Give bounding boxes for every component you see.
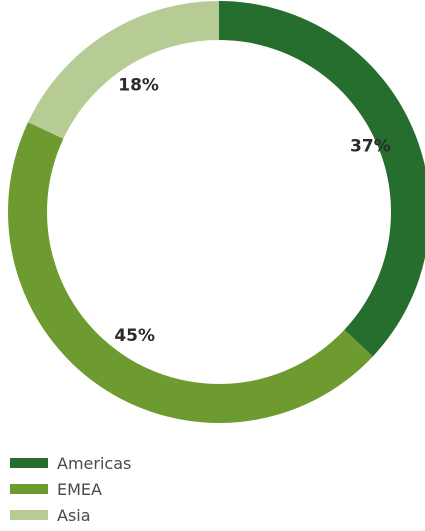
- donut-chart: 37% 45% 18%: [7, 1, 425, 424]
- data-label-asia: 18%: [118, 75, 159, 95]
- legend-label-americas: Americas: [57, 453, 132, 473]
- slice-asia: [28, 1, 219, 139]
- data-label-emea: 45%: [114, 326, 155, 346]
- legend-label-asia: Asia: [57, 505, 91, 525]
- legend-label-emea: EMEA: [57, 479, 102, 499]
- legend-item-emea: EMEA: [10, 476, 131, 502]
- legend-swatch-asia: [10, 510, 48, 520]
- legend-item-americas: Americas: [10, 450, 131, 476]
- legend-swatch-emea: [10, 484, 48, 494]
- data-label-americas: 37%: [350, 137, 391, 157]
- legend-item-asia: Asia: [10, 502, 131, 528]
- chart-legend: Americas EMEA Asia: [10, 450, 131, 528]
- legend-swatch-americas: [10, 458, 48, 468]
- slice-emea: [7, 122, 373, 424]
- slice-americas: [219, 1, 425, 357]
